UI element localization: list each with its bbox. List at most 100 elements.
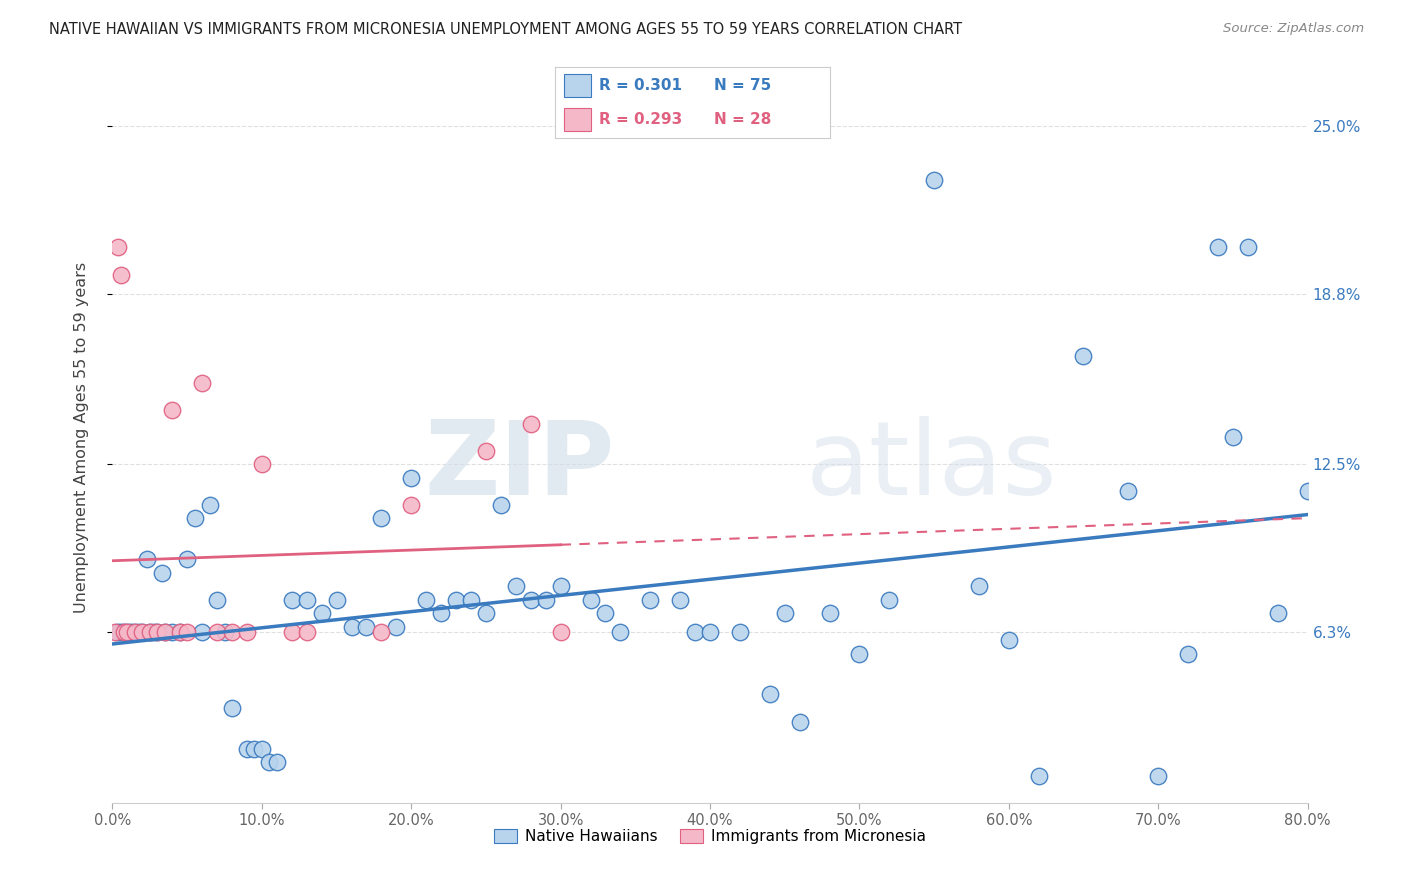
Point <box>117 625 139 640</box>
Point <box>139 625 162 640</box>
Point <box>214 625 236 640</box>
Point <box>370 625 392 640</box>
Point <box>773 606 796 620</box>
Point <box>759 688 782 702</box>
Point <box>683 625 706 640</box>
Point <box>124 625 146 640</box>
Point <box>879 592 901 607</box>
Point <box>143 625 166 640</box>
Point <box>475 443 498 458</box>
Point <box>385 620 408 634</box>
Point <box>550 579 572 593</box>
Point <box>460 592 482 607</box>
Point <box>669 592 692 607</box>
Point <box>520 592 543 607</box>
Point <box>1073 349 1095 363</box>
Point <box>124 625 146 640</box>
Point <box>104 625 127 640</box>
Point <box>153 625 176 640</box>
Text: R = 0.301: R = 0.301 <box>599 78 682 93</box>
Text: atlas: atlas <box>806 416 1057 516</box>
Point <box>266 755 288 769</box>
Point <box>401 498 423 512</box>
Point <box>998 633 1021 648</box>
Point <box>818 606 841 620</box>
Point <box>356 620 378 634</box>
Point <box>105 625 128 640</box>
Point <box>534 592 557 607</box>
Point <box>153 625 176 640</box>
Point <box>609 625 631 640</box>
Point <box>325 592 347 607</box>
Point <box>1206 240 1229 254</box>
Point <box>236 625 259 640</box>
Point <box>162 625 183 640</box>
Point <box>150 566 173 580</box>
Point <box>1028 769 1050 783</box>
Point <box>1296 484 1319 499</box>
Point <box>236 741 259 756</box>
Legend: Native Hawaiians, Immigrants from Micronesia: Native Hawaiians, Immigrants from Micron… <box>488 822 932 850</box>
Point <box>139 625 162 640</box>
Text: N = 75: N = 75 <box>714 78 772 93</box>
Point <box>550 625 572 640</box>
Point <box>967 579 990 593</box>
Point <box>146 625 169 640</box>
Point <box>205 592 228 607</box>
Point <box>281 592 304 607</box>
Point <box>728 625 751 640</box>
Text: Source: ZipAtlas.com: Source: ZipAtlas.com <box>1223 22 1364 36</box>
Point <box>520 417 543 431</box>
Point <box>243 741 266 756</box>
Point <box>108 625 131 640</box>
Point <box>191 376 214 390</box>
Point <box>107 240 129 254</box>
Bar <box>564 108 591 131</box>
Point <box>135 552 157 566</box>
Point <box>595 606 617 620</box>
Point <box>115 625 138 640</box>
Point <box>1237 240 1260 254</box>
Point <box>1177 647 1199 661</box>
Point <box>1222 430 1244 444</box>
Point <box>848 647 870 661</box>
Point <box>699 625 721 640</box>
Point <box>131 625 153 640</box>
Point <box>169 625 191 640</box>
Point <box>121 625 143 640</box>
Point <box>114 625 135 640</box>
Point <box>295 625 318 640</box>
Y-axis label: Unemployment Among Ages 55 to 59 years: Unemployment Among Ages 55 to 59 years <box>75 261 89 613</box>
Point <box>922 172 945 186</box>
Point <box>579 592 602 607</box>
Point <box>221 701 243 715</box>
Point <box>221 625 243 640</box>
Text: NATIVE HAWAIIAN VS IMMIGRANTS FROM MICRONESIA UNEMPLOYMENT AMONG AGES 55 TO 59 Y: NATIVE HAWAIIAN VS IMMIGRANTS FROM MICRO… <box>49 22 962 37</box>
Point <box>295 592 318 607</box>
Point <box>146 625 169 640</box>
Text: R = 0.293: R = 0.293 <box>599 112 682 127</box>
Point <box>128 625 150 640</box>
Point <box>259 755 281 769</box>
Point <box>110 268 132 282</box>
Point <box>1267 606 1289 620</box>
Point <box>198 498 221 512</box>
Point <box>281 625 304 640</box>
Point <box>401 471 423 485</box>
Point <box>430 606 453 620</box>
Point <box>131 625 153 640</box>
Point <box>789 714 811 729</box>
Point <box>176 552 198 566</box>
Bar <box>564 74 591 97</box>
Point <box>370 511 392 525</box>
Point <box>205 625 228 640</box>
Point <box>111 625 134 640</box>
Point <box>415 592 437 607</box>
Point <box>1118 484 1140 499</box>
Point <box>250 457 273 471</box>
Point <box>475 606 498 620</box>
Point <box>311 606 333 620</box>
Point <box>340 620 363 634</box>
Point <box>444 592 467 607</box>
Text: ZIP: ZIP <box>425 416 614 516</box>
